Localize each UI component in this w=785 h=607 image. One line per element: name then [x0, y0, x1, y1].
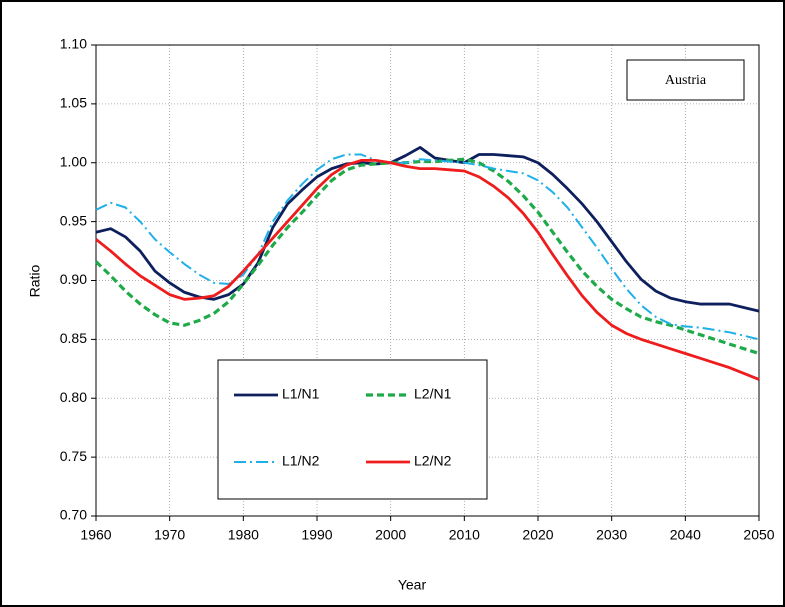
- x-tick-label: 2030: [596, 527, 627, 543]
- plot-area: [95, 44, 760, 517]
- x-tick-label: 1970: [154, 527, 185, 543]
- legend-box: [217, 359, 488, 500]
- x-tick-label: 1980: [228, 527, 259, 543]
- series-line: [95, 153, 760, 341]
- y-axis-label: Ratio: [27, 264, 43, 297]
- x-tick-label: 2010: [449, 527, 480, 543]
- x-tick-label: 2000: [375, 527, 406, 543]
- legend-label: L1/N2: [282, 453, 320, 469]
- y-tick-label: 0.85: [60, 330, 87, 346]
- x-tick-label: 2050: [743, 527, 774, 543]
- x-tick-label: 1960: [80, 527, 111, 543]
- series-line: [94, 157, 760, 356]
- y-tick-label: 1.10: [60, 36, 87, 52]
- y-tick-label: 0.90: [60, 271, 87, 287]
- y-tick-label: 0.75: [60, 448, 87, 464]
- annotation-box: [626, 59, 745, 101]
- y-tick-label: 0.80: [60, 389, 87, 405]
- y-tick-label: 1.00: [60, 153, 87, 169]
- legend-label: L2/N2: [414, 453, 452, 469]
- x-tick-label: 2020: [522, 527, 553, 543]
- x-axis-label: Year: [398, 577, 427, 593]
- y-tick-label: 1.05: [60, 95, 87, 111]
- x-tick-label: 2040: [670, 527, 701, 543]
- y-tick-label: 0.95: [60, 212, 87, 228]
- annotation: Austria: [665, 73, 707, 88]
- y-tick-label: 0.70: [60, 507, 87, 523]
- legend-label: L2/N1: [414, 386, 452, 402]
- legend-label: L1/N1: [282, 386, 320, 402]
- series-line: [95, 159, 760, 381]
- x-tick-label: 1990: [301, 527, 332, 543]
